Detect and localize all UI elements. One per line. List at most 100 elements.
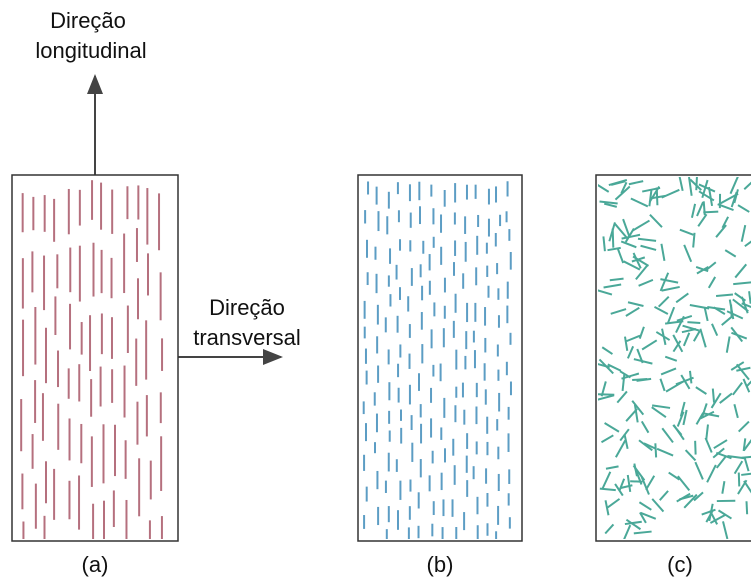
fiber xyxy=(684,333,689,346)
fiber xyxy=(606,466,619,468)
fiber xyxy=(735,264,746,277)
fiber xyxy=(604,284,622,287)
panel-label: (b) xyxy=(427,552,454,577)
fiber xyxy=(696,176,697,190)
fiber xyxy=(628,302,643,306)
fiber xyxy=(628,475,630,492)
fiber xyxy=(698,214,706,226)
panel-b-frame xyxy=(358,175,522,541)
fiber xyxy=(678,476,689,490)
fiber xyxy=(725,250,736,256)
fiber xyxy=(741,473,751,475)
fiber xyxy=(702,510,716,515)
fiber xyxy=(662,428,673,442)
fiber xyxy=(596,395,614,400)
fiber xyxy=(695,462,703,479)
fiber xyxy=(662,287,680,291)
fiber xyxy=(660,279,678,282)
fiber xyxy=(707,307,725,310)
fiber xyxy=(608,499,620,508)
fiber xyxy=(676,293,688,302)
fiber xyxy=(680,230,694,235)
fiber xyxy=(693,233,694,248)
fiber xyxy=(716,225,726,237)
fiber xyxy=(634,359,653,363)
fiber xyxy=(727,337,730,353)
fiber xyxy=(600,489,616,491)
fiber xyxy=(706,438,712,453)
fiber xyxy=(742,225,746,242)
fiber xyxy=(705,308,708,321)
fiber xyxy=(731,327,742,341)
fiber xyxy=(597,184,609,192)
fiber xyxy=(696,387,707,394)
fiber xyxy=(638,239,656,241)
transverse-label: Direção xyxy=(209,295,285,320)
fiber xyxy=(734,404,737,418)
fiber xyxy=(634,532,652,534)
fiber xyxy=(744,481,751,496)
fiber xyxy=(665,357,677,361)
fiber xyxy=(684,245,691,262)
fiber xyxy=(657,188,658,206)
fiber xyxy=(629,181,643,184)
fiber xyxy=(602,347,612,354)
fiber xyxy=(636,265,648,279)
fiber xyxy=(694,330,700,341)
fiber xyxy=(613,229,614,248)
fiber xyxy=(738,205,749,212)
fiber xyxy=(642,421,649,432)
fiber xyxy=(733,383,742,395)
fiber xyxy=(690,305,709,309)
random-short-fibers xyxy=(595,176,751,540)
fiber xyxy=(697,413,703,424)
fiber xyxy=(624,525,630,539)
aligned-short-fibers xyxy=(364,181,511,547)
fiber xyxy=(659,297,669,307)
fiber-orientation-diagram: Direção longitudinal Direção transversal… xyxy=(0,0,751,581)
fiber xyxy=(735,461,743,473)
page: {"longitudinal_arrow": {"lines": ["Direç… xyxy=(0,0,751,581)
fiber xyxy=(652,405,670,408)
fiber xyxy=(733,282,751,284)
fiber xyxy=(706,262,716,270)
fiber xyxy=(722,481,724,493)
fiber xyxy=(631,199,648,207)
fiber xyxy=(626,308,639,316)
fiber xyxy=(749,291,751,303)
fiber xyxy=(657,449,673,456)
fiber xyxy=(737,364,749,379)
fiber xyxy=(600,201,618,203)
fiber xyxy=(706,424,708,439)
fiber xyxy=(713,389,714,403)
fiber xyxy=(668,307,674,323)
fiber xyxy=(634,464,637,477)
fiber xyxy=(687,322,700,323)
longitudinal-label: Direção xyxy=(50,8,126,33)
fiber xyxy=(654,307,667,314)
fiber xyxy=(655,443,656,457)
fiber xyxy=(703,212,718,213)
fiber xyxy=(623,374,625,391)
fiber xyxy=(661,368,676,374)
fiber xyxy=(673,425,681,435)
fiber xyxy=(617,391,627,402)
fiber xyxy=(611,309,626,314)
fiber xyxy=(605,524,613,533)
fiber xyxy=(744,179,751,189)
fiber xyxy=(610,279,624,281)
fiber xyxy=(661,273,669,291)
longitudinal-label: longitudinal xyxy=(35,38,146,63)
fiber xyxy=(639,280,653,286)
fiber xyxy=(660,491,668,500)
fiber xyxy=(597,290,612,294)
fiber xyxy=(747,501,748,514)
fiber xyxy=(603,236,604,251)
fiber xyxy=(628,346,633,358)
fiber xyxy=(736,368,750,371)
fiber xyxy=(642,340,657,349)
fiber xyxy=(722,316,732,325)
fiber xyxy=(692,204,695,218)
fiber xyxy=(616,440,625,457)
fiber xyxy=(626,336,640,341)
